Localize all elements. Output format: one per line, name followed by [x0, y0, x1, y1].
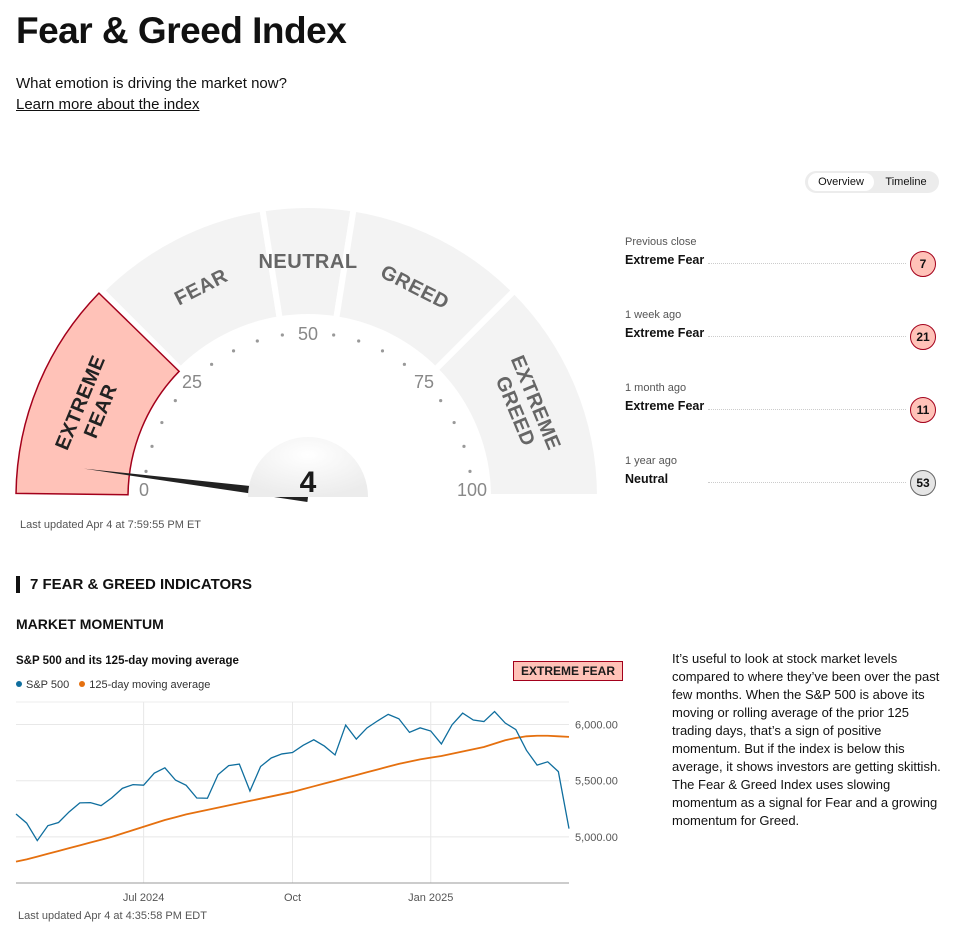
chart-title: S&P 500 and its 125-day moving average — [16, 655, 239, 667]
gauge-tick-label: 75 — [414, 372, 434, 392]
gauge-tick-label: 0 — [139, 480, 149, 500]
gauge-dot — [402, 362, 406, 366]
history-label: 1 month ago — [625, 382, 687, 394]
tab-overview[interactable]: Overview — [808, 173, 874, 191]
legend-label: 125-day moving average — [89, 679, 211, 691]
legend-dot — [79, 681, 86, 687]
description: It’s useful to look at stock market leve… — [672, 651, 941, 828]
x-tick-label: Jul 2024 — [123, 892, 165, 904]
legend: S&P 500 125-day moving average — [16, 679, 220, 691]
history-badge: 11 — [910, 397, 936, 423]
gauge-dot — [210, 362, 214, 366]
gauge-dot — [144, 469, 148, 473]
history-leader — [708, 409, 906, 410]
rating-badge: EXTREME FEAR — [513, 661, 624, 681]
gauge-center — [248, 437, 368, 497]
gauge-dot — [332, 333, 336, 337]
gauge-dot — [150, 444, 154, 448]
gauge-dot — [452, 420, 456, 425]
history-label: Previous close — [625, 236, 697, 248]
legend-dot — [16, 681, 22, 687]
history-leader — [708, 336, 906, 337]
legend-label: S&P 500 — [26, 679, 70, 691]
y-tick-label: 5,500.00 — [575, 776, 618, 788]
x-tick-label: Oct — [284, 892, 301, 904]
gauge-dot — [468, 469, 472, 473]
gauge-dot — [173, 399, 177, 403]
gauge-dot — [160, 420, 164, 425]
indicator-title: MARKET MOMENTUM — [16, 616, 164, 632]
history-label: 1 week ago — [625, 309, 682, 321]
gauge-dot — [231, 349, 236, 353]
history-rating: Extreme Fear — [625, 399, 705, 413]
series-line — [15, 734, 570, 863]
gauge-value: 4 — [300, 466, 317, 499]
gauge-dot — [255, 339, 259, 343]
history-badge: 7 — [910, 251, 936, 277]
gauge-tick-label: 100 — [457, 480, 487, 500]
x-tick-label: Jan 2025 — [408, 892, 453, 904]
subtitle: What emotion is driving the market now? — [16, 75, 287, 92]
gauge-tick-label: 50 — [298, 324, 318, 344]
history-rating: Extreme Fear — [625, 326, 705, 340]
gauge-dot — [439, 399, 443, 403]
chart-updated: Last updated Apr 4 at 4:35:58 PM EDT — [18, 910, 207, 922]
gauge-tick-label: 25 — [182, 372, 202, 392]
gauge-dot — [357, 339, 361, 343]
gauge-segment — [431, 286, 604, 500]
history-leader — [708, 263, 906, 264]
gauge-segment-active — [15, 292, 181, 496]
gauge-dot — [462, 444, 466, 448]
history-badge: 53 — [910, 470, 936, 496]
tab-timeline[interactable]: Timeline — [885, 176, 927, 188]
history-leader — [708, 482, 906, 483]
gauge-updated: Last updated Apr 4 at 7:59:55 PM ET — [20, 519, 202, 531]
section-title: 7 FEAR & GREED INDICATORS — [30, 576, 252, 593]
section-bar — [16, 576, 20, 593]
gauge-dot — [380, 349, 385, 353]
history-rating: Neutral — [625, 472, 669, 486]
history-badge: 21 — [910, 324, 936, 350]
history-rating: Extreme Fear — [625, 253, 705, 267]
gauge-segment-label: NEUTRAL — [258, 251, 357, 273]
chart: 5,000.00 5,500.00 6,000.00 Jul 2024 Oct Jan 2… — [15, 701, 618, 904]
page-title: Fear & Greed Index — [16, 10, 347, 51]
history-label: 1 year ago — [625, 455, 677, 467]
series-line — [15, 710, 570, 842]
y-tick-label: 5,000.00 — [575, 832, 618, 844]
y-tick-label: 6,000.00 — [575, 719, 618, 731]
learn-more-link[interactable]: Learn more about the index — [16, 96, 200, 113]
gauge-dot — [280, 333, 284, 337]
